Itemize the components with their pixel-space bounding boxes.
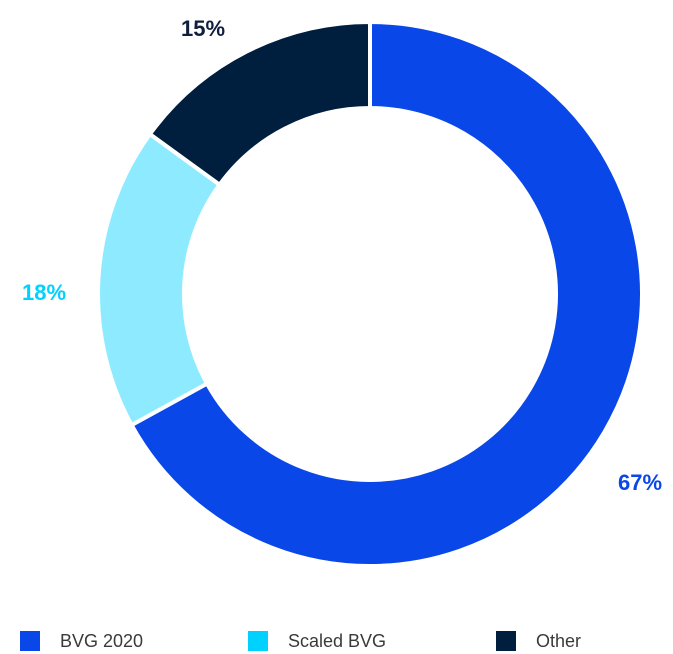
legend-item-bvg-2020: BVG 2020 [20,628,143,654]
donut-slice-bvg-2020 [128,19,644,568]
slice-label-other: 15% [181,16,225,41]
legend-swatch-bvg-2020 [20,631,40,651]
legend-item-scaled-bvg: Scaled BVG [248,628,386,654]
legend-label-other: Other [536,630,582,651]
legend-label-bvg-2020: BVG 2020 [60,630,144,651]
legend: BVG 2020 Scaled BVG Other [0,628,673,654]
donut-slice-scaled-bvg [96,131,223,428]
legend-item-other: Other [496,628,581,654]
donut-slice-other [147,19,372,188]
slice-label-scaled-bvg: 18% [22,280,66,305]
slice-label-bvg-2020: 67% [618,470,662,495]
legend-swatch-scaled-bvg [248,631,268,651]
legend-swatch-other [496,631,516,651]
legend-label-scaled-bvg: Scaled BVG [288,630,387,651]
slice-labels: 67% 18% 15% [22,16,662,495]
donut-slices [96,19,644,568]
